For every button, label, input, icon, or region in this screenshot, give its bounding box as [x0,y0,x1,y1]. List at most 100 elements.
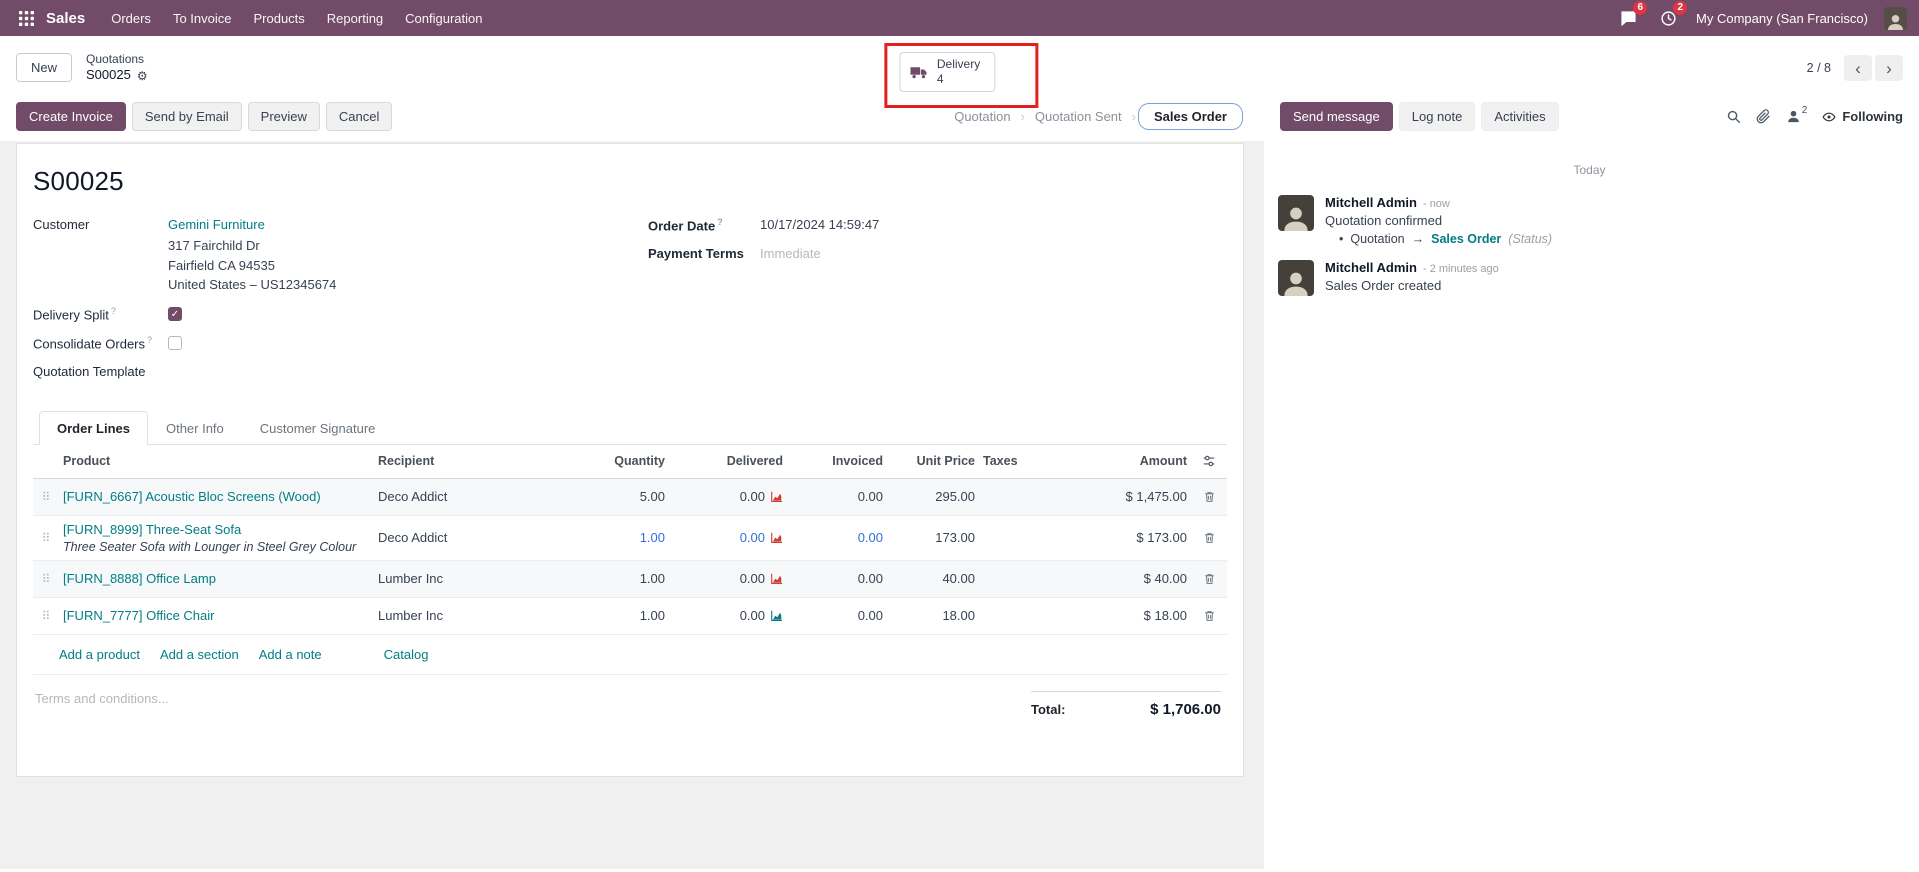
unit-price-cell[interactable]: 40.00 [942,571,975,586]
menu-to-invoice[interactable]: To Invoice [172,10,232,26]
drag-handle-icon[interactable]: ⠿ [41,530,51,545]
messages-icon[interactable]: 6 [1616,1,1648,29]
taxes-cell[interactable] [979,573,1041,585]
avatar[interactable] [1278,195,1314,231]
terms-and-conditions-input[interactable]: Terms and conditions... [35,690,169,706]
pager-next-button[interactable]: › [1875,55,1903,81]
catalog-link[interactable]: Catalog [383,646,429,662]
cancel-button[interactable]: Cancel [325,102,393,131]
customer-link[interactable]: Gemini Furniture [168,217,265,232]
app-name[interactable]: Sales [46,9,86,27]
delivery-split-checkbox[interactable]: ✓ [168,306,182,321]
consolidate-orders-checkbox[interactable] [168,335,182,350]
unit-price-cell[interactable]: 18.00 [942,608,975,623]
quantity-cell[interactable]: 5.00 [639,489,665,504]
unit-price-cell[interactable]: 295.00 [935,489,975,504]
forecast-chart-icon[interactable] [770,532,783,544]
drag-handle-icon[interactable]: ⠿ [41,608,51,623]
status-quotation[interactable]: Quotation [946,105,1018,128]
optional-columns-icon[interactable] [1191,448,1227,474]
amount-cell: $ 173.00 [1136,530,1187,545]
col-invoiced[interactable]: Invoiced [832,454,883,468]
delete-row-icon[interactable] [1191,609,1227,623]
speech-bubble-icon [1620,10,1636,26]
drag-handle-icon[interactable]: ⠿ [41,489,51,504]
unit-price-cell[interactable]: 173.00 [935,530,975,545]
quantity-cell[interactable]: 1.00 [639,571,665,586]
send-message-button[interactable]: Send message [1280,102,1393,131]
product-link[interactable]: [FURN_7777] Office Chair [63,608,215,623]
order-line-row[interactable]: ⠿ [FURN_6667] Acoustic Bloc Screens (Woo… [33,478,1227,516]
apps-menu-icon[interactable] [12,5,40,31]
taxes-cell[interactable] [979,610,1041,622]
col-unit-price[interactable]: Unit Price [916,454,975,468]
recipient-cell: Lumber Inc [378,571,444,586]
add-product-link[interactable]: Add a product [59,646,140,662]
field-quotation-template: Quotation Template [33,364,578,382]
log-note-button[interactable]: Log note [1398,102,1476,131]
search-messages-icon[interactable] [1726,109,1741,124]
create-invoice-button[interactable]: Create Invoice [16,102,126,131]
message-author[interactable]: Mitchell Admin [1325,260,1417,275]
col-recipient[interactable]: Recipient [378,454,435,468]
clock-icon [1660,10,1676,26]
status-sales-order[interactable]: Sales Order [1138,103,1243,130]
order-line-row[interactable]: ⠿ [FURN_7777] Office Chair Lumber Inc 1.… [33,598,1227,635]
notebook-tabs: Order Lines Other Info Customer Signatur… [33,410,1227,445]
taxes-cell[interactable] [979,491,1041,503]
pager-previous-button[interactable]: ‹ [1844,55,1872,81]
avatar[interactable] [1278,260,1314,296]
field-order-date: Order Date? 10/17/2024 14:59:47 [648,217,1193,235]
col-delivered[interactable]: Delivered [726,454,783,468]
delete-row-icon[interactable] [1191,490,1227,504]
followers-icon[interactable]: 2 [1786,105,1807,124]
tab-customer-signature[interactable]: Customer Signature [242,411,394,445]
delete-row-icon[interactable] [1191,531,1227,545]
col-quantity[interactable]: Quantity [614,454,665,468]
message-author[interactable]: Mitchell Admin [1325,195,1417,210]
payment-terms-value[interactable]: Immediate [760,246,821,261]
message-body: Sales Order created [1325,278,1442,293]
tab-other-info[interactable]: Other Info [148,411,242,445]
tracking-to[interactable]: Sales Order [1431,232,1502,246]
product-link[interactable]: [FURN_8999] Three-Seat Sofa [63,521,242,537]
col-taxes[interactable]: Taxes [983,454,1018,468]
tab-order-lines[interactable]: Order Lines [39,410,148,445]
delivery-split-label: Delivery Split? [33,305,116,322]
preview-button[interactable]: Preview [247,102,320,131]
col-product[interactable]: Product [63,454,111,468]
taxes-cell[interactable] [979,532,1041,544]
drag-handle-icon[interactable]: ⠿ [41,571,51,586]
following-button[interactable]: Following [1822,109,1903,124]
forecast-chart-icon[interactable] [770,610,783,622]
menu-reporting[interactable]: Reporting [326,10,384,26]
delete-row-icon[interactable] [1191,572,1227,586]
menu-configuration[interactable]: Configuration [405,10,483,26]
status-quotation-sent[interactable]: Quotation Sent [1027,105,1130,128]
delivery-smart-button[interactable]: Delivery 4 [898,52,996,92]
new-button[interactable]: New [16,53,73,83]
send-by-email-button[interactable]: Send by Email [131,102,242,131]
forecast-chart-icon[interactable] [770,491,783,503]
quantity-cell[interactable]: 1.00 [639,608,665,623]
product-link[interactable]: [FURN_6667] Acoustic Bloc Screens (Wood) [63,489,321,504]
activities-button[interactable]: Activities [1481,102,1559,131]
chatter-panel: Today Mitchell Admin - now Quotation con… [1264,141,1919,869]
menu-orders[interactable]: Orders [111,10,151,26]
col-amount[interactable]: Amount [1139,454,1187,468]
gear-icon[interactable]: ⚙ [136,68,148,83]
order-date-value[interactable]: 10/17/2024 14:59:47 [760,217,880,232]
menu-products[interactable]: Products [253,10,305,26]
attachments-icon[interactable] [1756,109,1771,124]
breadcrumb-quotations[interactable]: Quotations [86,51,145,66]
quantity-cell[interactable]: 1.00 [639,530,665,545]
product-link[interactable]: [FURN_8888] Office Lamp [63,571,216,586]
order-line-row[interactable]: ⠿ [FURN_8999] Three-Seat Sofa Three Seat… [33,516,1227,561]
add-note-link[interactable]: Add a note [258,646,322,662]
activities-icon[interactable]: 2 [1656,1,1688,29]
forecast-chart-icon[interactable] [770,573,783,585]
company-switcher[interactable]: My Company (San Francisco) [1696,10,1868,26]
user-avatar[interactable] [1884,6,1907,30]
order-line-row[interactable]: ⠿ [FURN_8888] Office Lamp Lumber Inc 1.0… [33,560,1227,598]
add-section-link[interactable]: Add a section [159,646,239,662]
